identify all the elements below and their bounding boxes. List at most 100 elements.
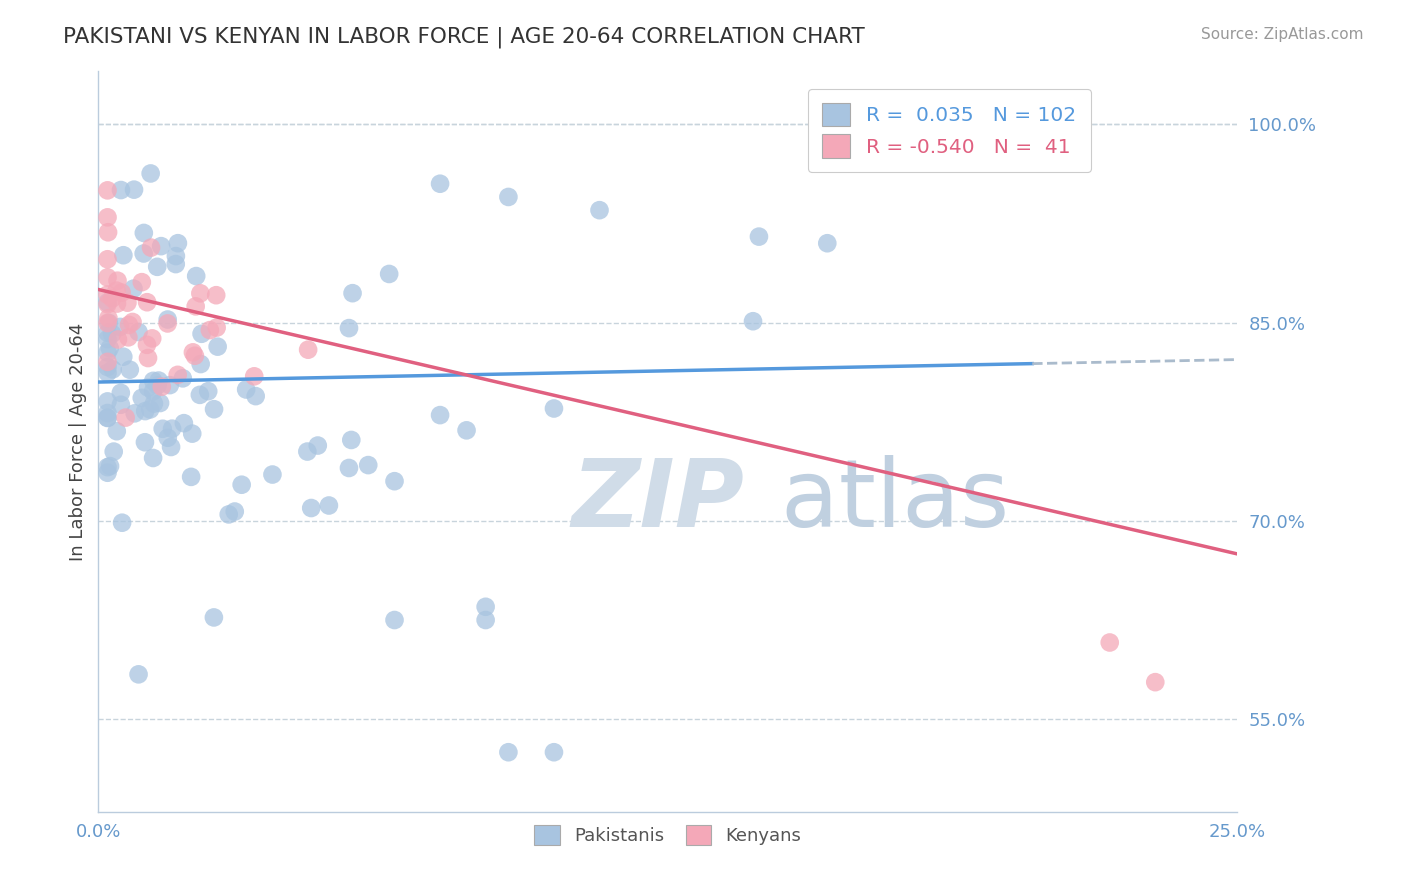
Point [181, 345, 204, 359]
Point [159, 378, 181, 392]
Point [231, 477, 253, 491]
Point [131, 391, 153, 405]
Point [105, 424, 128, 438]
Point [132, 226, 155, 240]
Point [136, 380, 159, 394]
Point [186, 269, 208, 284]
Point [122, 282, 145, 296]
Point [456, 423, 478, 437]
Point [118, 318, 141, 332]
Point [148, 374, 170, 388]
Point [474, 599, 496, 614]
Point [160, 422, 183, 436]
Point [180, 470, 202, 484]
Point [156, 317, 179, 331]
Point [96, 359, 118, 374]
Point [111, 516, 134, 530]
Point [117, 330, 139, 344]
Point [337, 321, 360, 335]
Point [429, 408, 451, 422]
Point [96, 295, 118, 310]
Point [96, 394, 118, 409]
Point [107, 274, 129, 288]
Point [96, 183, 118, 197]
Point [96, 211, 118, 225]
Point [181, 426, 204, 441]
Point [165, 257, 187, 271]
Text: ZIP: ZIP [571, 455, 744, 547]
Point [134, 435, 156, 450]
Point [97, 316, 120, 330]
Point [146, 378, 169, 392]
Point [110, 183, 132, 197]
Point [149, 396, 172, 410]
Point [198, 323, 221, 337]
Point [429, 177, 451, 191]
Point [108, 320, 131, 334]
Point [134, 404, 156, 418]
Point [474, 613, 496, 627]
Point [224, 504, 246, 518]
Point [152, 422, 174, 436]
Point [815, 236, 838, 251]
Point [124, 406, 146, 420]
Point [342, 286, 364, 301]
Point [103, 444, 125, 458]
Point [122, 183, 145, 197]
Point [142, 374, 165, 388]
Point [205, 320, 228, 334]
Point [121, 315, 143, 329]
Point [142, 384, 165, 399]
Point [141, 331, 163, 345]
Point [378, 267, 401, 281]
Point [190, 326, 212, 341]
Point [207, 340, 229, 354]
Point [1021, 150, 1043, 164]
Point [202, 610, 225, 624]
Point [131, 275, 153, 289]
Point [96, 466, 118, 480]
Point [105, 296, 128, 310]
Point [190, 286, 212, 301]
Point [150, 239, 173, 253]
Point [297, 343, 319, 357]
Point [96, 406, 118, 420]
Point [96, 252, 118, 267]
Point [190, 357, 212, 371]
Point [114, 410, 136, 425]
Point [111, 285, 134, 300]
Point [128, 325, 150, 339]
Point [97, 225, 120, 239]
Y-axis label: In Labor Force | Age 20-64: In Labor Force | Age 20-64 [69, 322, 87, 561]
Point [742, 314, 765, 328]
Point [97, 311, 120, 326]
Point [318, 499, 340, 513]
Point [96, 366, 118, 380]
Point [748, 229, 770, 244]
Point [188, 388, 211, 402]
Point [107, 333, 129, 347]
Point [184, 349, 207, 363]
Point [235, 383, 257, 397]
Point [96, 297, 118, 311]
Point [172, 371, 194, 385]
Point [112, 248, 135, 262]
Point [173, 416, 195, 430]
Legend: Pakistanis, Kenyans: Pakistanis, Kenyans [526, 815, 810, 855]
Text: Source: ZipAtlas.com: Source: ZipAtlas.com [1201, 27, 1364, 42]
Point [160, 440, 183, 454]
Point [132, 246, 155, 260]
Point [165, 249, 187, 263]
Point [96, 410, 118, 425]
Point [139, 241, 162, 255]
Point [136, 351, 159, 365]
Point [184, 299, 207, 313]
Point [146, 260, 169, 274]
Point [588, 203, 610, 218]
Text: atlas: atlas [571, 455, 1010, 547]
Point [96, 270, 118, 285]
Point [150, 380, 173, 394]
Point [340, 433, 363, 447]
Point [142, 450, 165, 465]
Point [110, 385, 132, 400]
